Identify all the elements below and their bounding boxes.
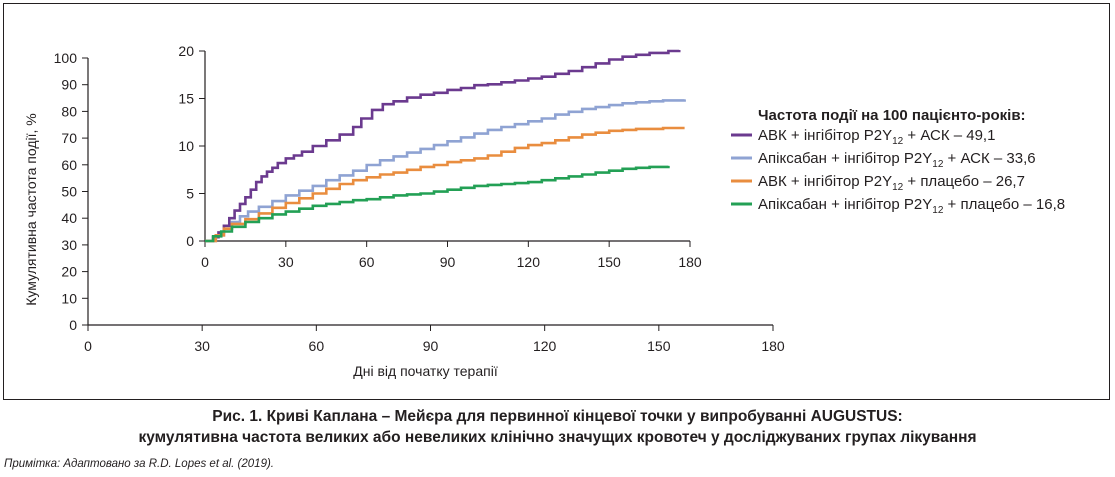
inset-x-tick-label: 0 <box>201 254 209 270</box>
outer-y-tick-label: 100 <box>54 50 78 66</box>
legend-title: Частота події на 100 пацієнто-років: <box>758 107 1026 124</box>
km-curve-3 <box>205 126 685 243</box>
outer-x-tick-label: 180 <box>761 338 785 354</box>
km-curve-4 <box>205 165 670 243</box>
inset-x-tick-label: 120 <box>517 254 541 270</box>
outer-y-tick-label: 80 <box>61 103 77 119</box>
legend-label-3: АВК + інгібітор P2Y12 + плацебо – 26,7 <box>758 173 1025 193</box>
outer-x-tick-label: 120 <box>533 338 557 354</box>
km-curve-2 <box>205 99 686 243</box>
inset-x-tick-label: 60 <box>359 254 375 270</box>
figure-note: Примітка: Адаптовано за R.D. Lopes et al… <box>4 458 274 470</box>
y-axis-title: Кумулятивна частота події, % <box>23 113 39 306</box>
note-label: Примітка: <box>4 458 61 470</box>
inset-y-tick-label: 20 <box>178 43 194 59</box>
figure-caption: Рис. 1. Криві Каплана – Мейєра для перви… <box>0 406 1115 448</box>
inset-y-tick-label: 0 <box>186 233 194 249</box>
outer-y-tick-label: 60 <box>61 157 77 173</box>
inset-x-tick-label: 30 <box>278 254 294 270</box>
outer-y-tick-label: 20 <box>61 264 77 280</box>
outer-y-tick-label: 30 <box>61 237 77 253</box>
inset-axes: 0 5 10 15 20 0 30 60 90 120 150 180 <box>178 43 701 270</box>
outer-x-tick-label: 0 <box>84 338 92 354</box>
note-text: Адаптовано за R.D. Lopes et al. (2019). <box>60 458 274 470</box>
caption-line-2: кумулятивна частота великих або невелики… <box>138 429 977 446</box>
inset-x-tick-label: 180 <box>678 254 702 270</box>
km-curve-1 <box>205 49 681 243</box>
inset-x-tick-label: 150 <box>597 254 621 270</box>
figure-frame <box>3 3 1110 400</box>
inset-y-tick-label: 5 <box>186 186 194 202</box>
outer-x-tick-label: 30 <box>194 338 210 354</box>
outer-y-tick-label: 70 <box>61 130 77 146</box>
legend-label-4: Апіксабан + інгібітор P2Y12 + плацебо – … <box>758 196 1065 216</box>
x-axis-title: Дні від початку терапії <box>353 363 498 379</box>
outer-y-tick-label: 40 <box>61 210 77 226</box>
legend: Частота події на 100 пацієнто-років: АВК … <box>731 107 1065 216</box>
outer-y-tick-label: 90 <box>61 77 77 93</box>
inset-y-tick-label: 10 <box>178 138 194 154</box>
legend-label-2: Апіксабан + інгібітор P2Y12 + АСК – 33,6 <box>758 150 1036 170</box>
legend-label-1: АВК + інгібітор P2Y12 + АСК – 49,1 <box>758 127 995 147</box>
km-curves <box>205 49 686 243</box>
outer-y-tick-label: 0 <box>69 317 77 333</box>
outer-y-tick-label: 50 <box>61 184 77 200</box>
outer-x-tick-label: 90 <box>423 338 439 354</box>
inset-x-tick-label: 90 <box>440 254 456 270</box>
outer-x-tick-label: 60 <box>309 338 325 354</box>
outer-y-tick-label: 10 <box>61 290 77 306</box>
outer-x-tick-label: 150 <box>647 338 671 354</box>
caption-line-1: Рис. 1. Криві Каплана – Мейєра для перви… <box>212 408 903 425</box>
inset-y-tick-label: 15 <box>178 91 194 107</box>
